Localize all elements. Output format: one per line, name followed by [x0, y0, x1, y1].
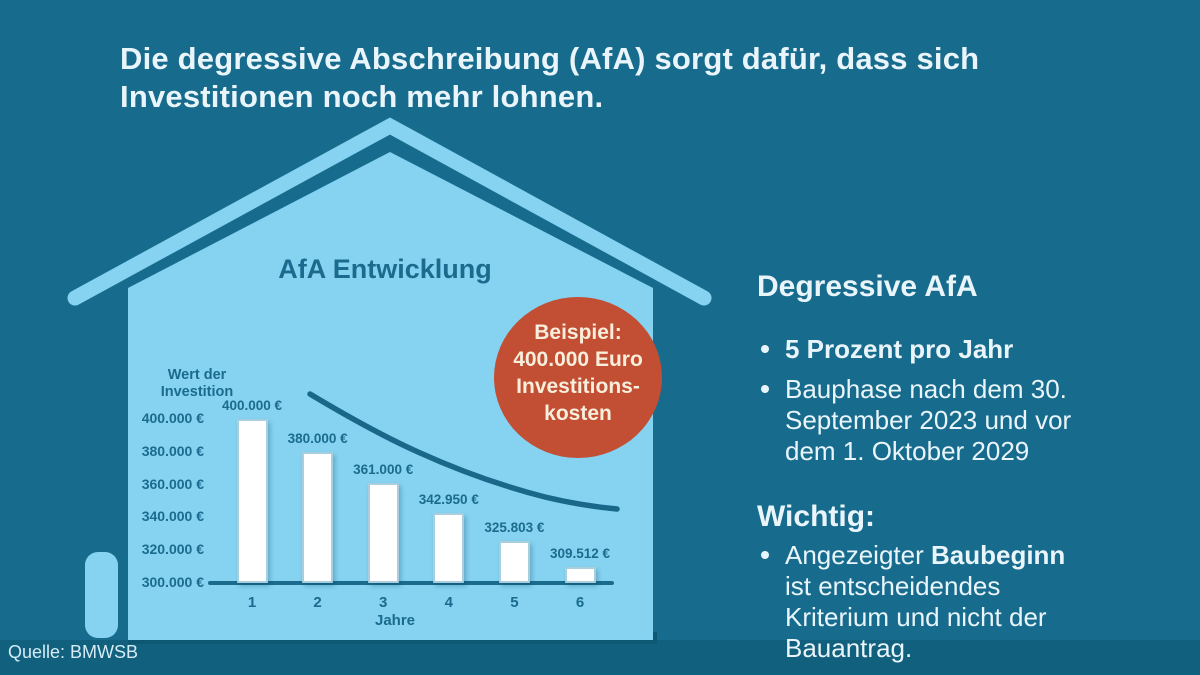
chart-bar: [433, 512, 465, 583]
list-item: Angezeigter Baubeginn ist entscheidendes…: [757, 540, 1092, 664]
y-axis-title: Wert der Investition: [160, 367, 234, 400]
list-item: 5 Prozent pro Jahr: [757, 334, 1092, 365]
y-axis-tick-label: 380.000 €: [141, 442, 204, 459]
source-label: Quelle: BMWSB: [8, 642, 139, 662]
bullet-text-post: ist entscheidendes Kriterium und nicht d…: [785, 571, 1047, 663]
badge-line: kosten: [544, 401, 612, 425]
bar-value-label: 380.000 €: [287, 430, 348, 446]
bullet-text-pre: Angezeigter: [785, 540, 931, 570]
house-roof-outline-icon: [67, 117, 712, 306]
footer-band: [0, 640, 1200, 675]
y-axis-tick-label: 360.000 €: [141, 475, 204, 492]
x-axis-tick-label: 2: [313, 594, 322, 611]
bar-value-label: 361.000 €: [353, 461, 414, 477]
chart-bar: [564, 567, 596, 583]
panel-heading: Degressive AfA: [757, 270, 978, 303]
y-axis-tick-label: 400.000 €: [141, 410, 204, 426]
chart-bar: [367, 482, 399, 583]
bullet-text: Bauphase nach dem 30. September 2023 und…: [785, 374, 1072, 466]
y-axis-tick-label: 300.000 €: [141, 574, 204, 590]
x-axis-title: Jahre: [374, 612, 416, 629]
page-title-line2: Investitionen noch mehr lohnen.: [120, 79, 604, 114]
list-item: Bauphase nach dem 30. September 2023 und…: [757, 374, 1092, 467]
chart-title: AfA Entwicklung: [278, 254, 492, 284]
page-title: Die degressive Abschreibung (AfA) sorgt …: [120, 40, 1040, 116]
x-axis-tick-label: 5: [510, 594, 519, 611]
bullet-dot-icon: [761, 551, 769, 559]
bar-value-label: 400.000 €: [221, 398, 283, 413]
x-axis-line: [208, 581, 614, 585]
chart-bar: [302, 451, 334, 583]
bullet-text-bold: Baubeginn: [930, 540, 1066, 570]
chart-bar: [236, 419, 268, 583]
bullet-text: 5 Prozent pro Jahr: [785, 334, 1014, 364]
page-title-line1: Die degressive Abschreibung (AfA) sorgt …: [120, 41, 980, 76]
example-badge: Beispiel: 400.000 Euro Investitions- kos…: [494, 297, 662, 458]
house-pillar: [85, 552, 118, 638]
x-axis-tick-label: 4: [444, 594, 453, 611]
y-axis-tick-label: 340.000 €: [141, 508, 204, 525]
bar-value-label: 325.803 €: [484, 519, 545, 535]
chart-trend-curve: [307, 391, 620, 512]
badge-line: Investitions-: [516, 374, 640, 398]
x-axis-tick-label: 1: [247, 594, 257, 611]
bullet-dot-icon: [761, 385, 769, 393]
x-axis-tick-label: 6: [575, 594, 585, 611]
y-axis-tick-label: 320.000 €: [141, 541, 204, 558]
bullet-text: Angezeigter Baubeginn ist entscheidendes…: [785, 540, 1092, 664]
x-axis-tick-label: 3: [379, 594, 388, 611]
bar-value-label: 309.512 €: [549, 546, 611, 562]
badge-line: 400.000 Euro: [513, 347, 643, 371]
badge-line: Beispiel:: [534, 320, 622, 344]
bar-value-label: 342.950 €: [418, 491, 479, 507]
bullet-dot-icon: [761, 345, 769, 353]
wichtig-heading: Wichtig:: [757, 500, 876, 533]
chart-bar: [498, 540, 530, 583]
